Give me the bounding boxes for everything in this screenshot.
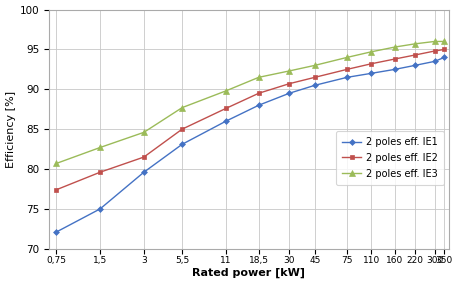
2 poles eff. IE2 — [344, 68, 350, 71]
Line: 2 poles eff. IE2: 2 poles eff. IE2 — [54, 47, 447, 192]
2 poles eff. IE1 — [256, 104, 262, 107]
2 poles eff. IE1 — [369, 72, 374, 75]
2 poles eff. IE1 — [141, 170, 146, 174]
2 poles eff. IE3 — [256, 76, 262, 79]
2 poles eff. IE3 — [432, 40, 437, 43]
2 poles eff. IE1 — [312, 83, 318, 87]
2 poles eff. IE1 — [97, 207, 103, 211]
2 poles eff. IE3 — [369, 50, 374, 53]
2 poles eff. IE2 — [54, 188, 59, 191]
Line: 2 poles eff. IE3: 2 poles eff. IE3 — [54, 39, 447, 166]
2 poles eff. IE3 — [179, 106, 185, 109]
2 poles eff. IE3 — [97, 146, 103, 149]
2 poles eff. IE3 — [344, 56, 350, 59]
2 poles eff. IE1 — [392, 68, 397, 71]
2 poles eff. IE2 — [442, 48, 447, 51]
2 poles eff. IE2 — [392, 57, 397, 61]
2 poles eff. IE1 — [442, 56, 447, 59]
2 poles eff. IE2 — [432, 49, 437, 53]
2 poles eff. IE3 — [442, 40, 447, 43]
2 poles eff. IE3 — [286, 69, 292, 73]
2 poles eff. IE2 — [97, 170, 103, 174]
2 poles eff. IE3 — [223, 89, 229, 93]
2 poles eff. IE2 — [256, 91, 262, 95]
Y-axis label: Efficiency [%]: Efficiency [%] — [6, 91, 16, 168]
2 poles eff. IE2 — [412, 53, 418, 57]
2 poles eff. IE2 — [223, 107, 229, 110]
Legend: 2 poles eff. IE1, 2 poles eff. IE2, 2 poles eff. IE3: 2 poles eff. IE1, 2 poles eff. IE2, 2 po… — [336, 131, 444, 185]
2 poles eff. IE3 — [141, 131, 146, 134]
2 poles eff. IE1 — [223, 120, 229, 123]
2 poles eff. IE2 — [312, 76, 318, 79]
X-axis label: Rated power [kW]: Rated power [kW] — [192, 268, 305, 278]
2 poles eff. IE1 — [432, 60, 437, 63]
2 poles eff. IE3 — [392, 45, 397, 49]
2 poles eff. IE2 — [141, 155, 146, 159]
2 poles eff. IE1 — [286, 91, 292, 95]
2 poles eff. IE2 — [369, 62, 374, 66]
Line: 2 poles eff. IE1: 2 poles eff. IE1 — [54, 55, 447, 234]
2 poles eff. IE2 — [286, 82, 292, 85]
2 poles eff. IE3 — [312, 64, 318, 67]
2 poles eff. IE3 — [412, 42, 418, 45]
2 poles eff. IE3 — [54, 162, 59, 165]
2 poles eff. IE1 — [179, 143, 185, 146]
2 poles eff. IE1 — [54, 230, 59, 234]
2 poles eff. IE2 — [179, 128, 185, 131]
2 poles eff. IE1 — [344, 76, 350, 79]
2 poles eff. IE1 — [412, 64, 418, 67]
